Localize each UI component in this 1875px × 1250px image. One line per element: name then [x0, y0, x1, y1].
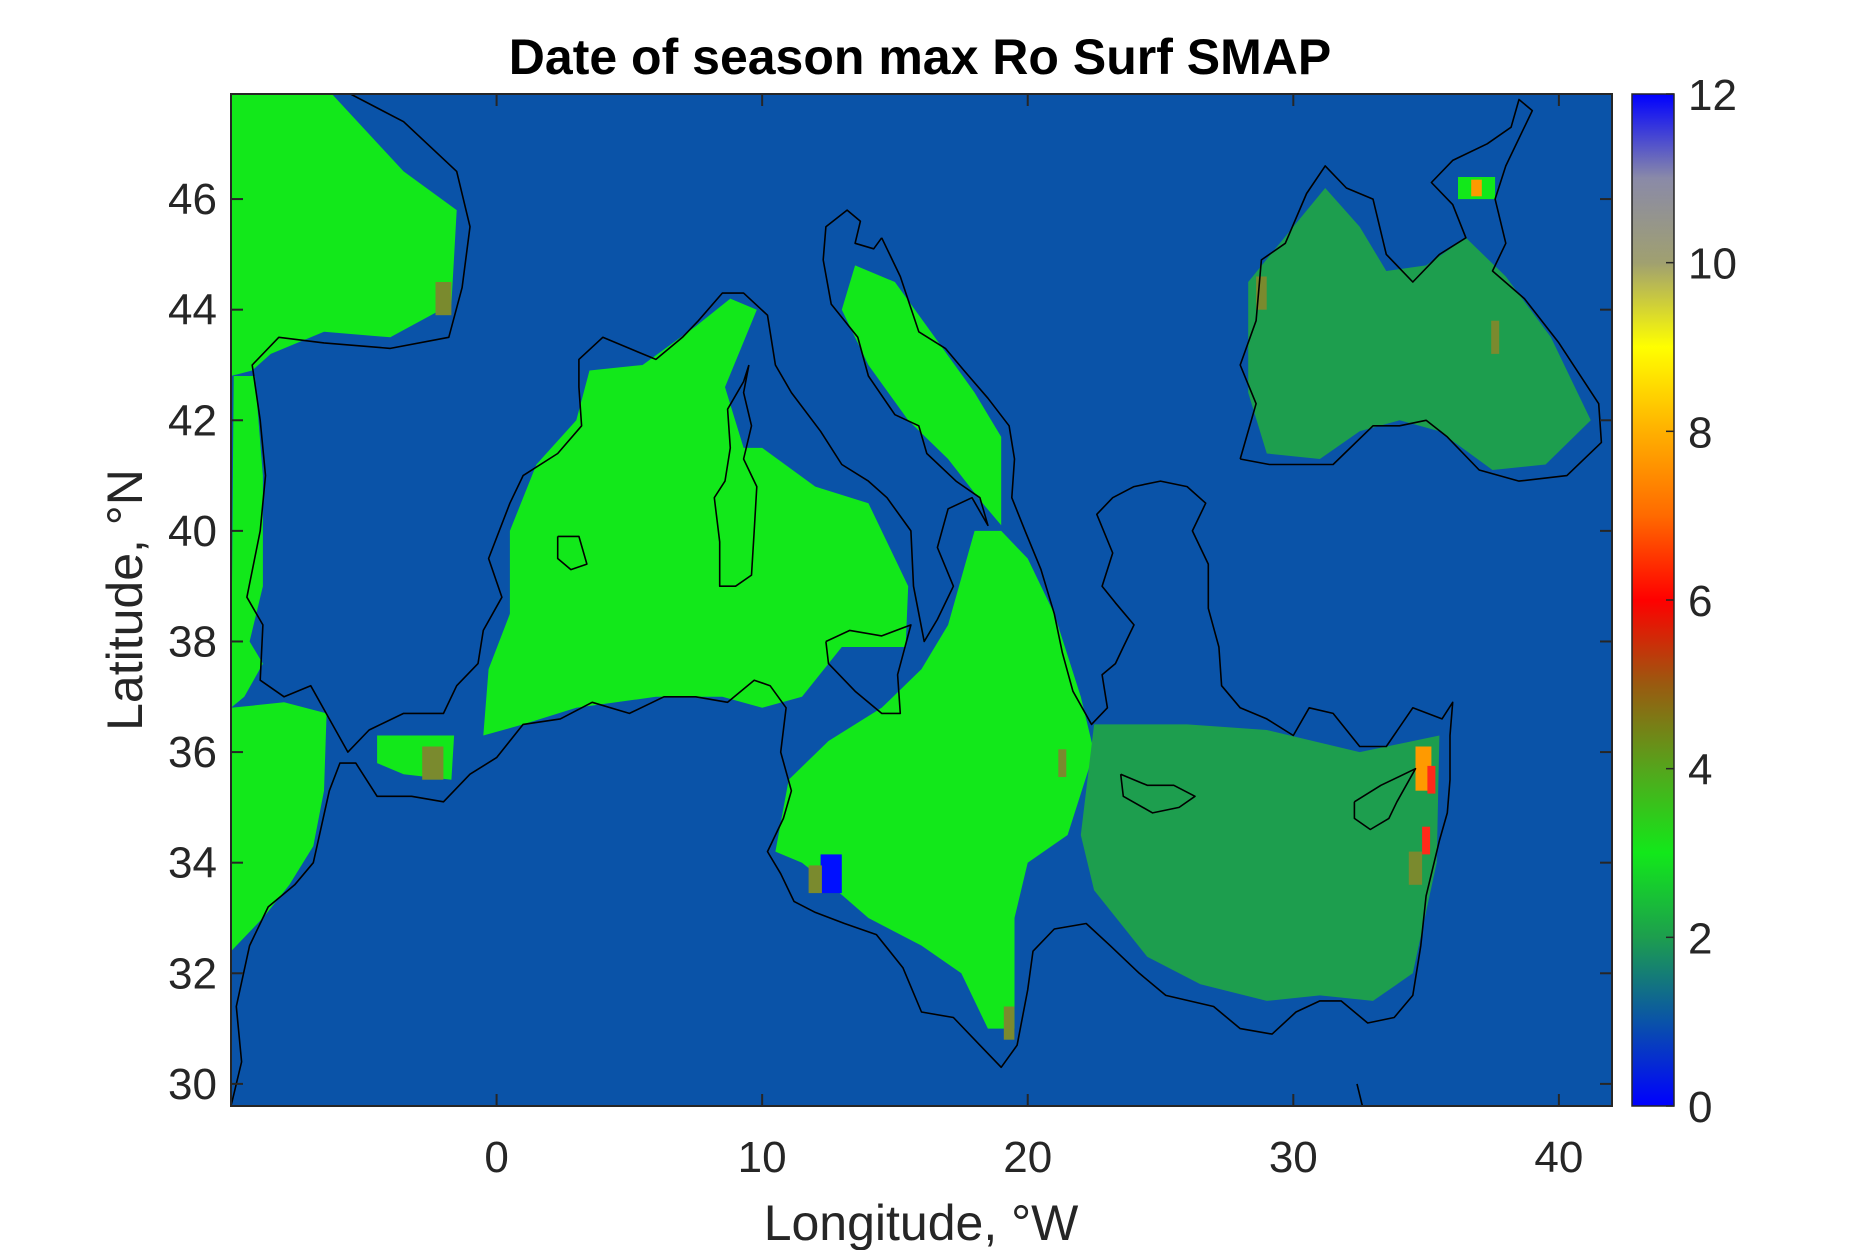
coast-balearics — [556, 535, 588, 571]
hotspot-spain-north — [435, 282, 452, 316]
x-tick-label: 30 — [1269, 1133, 1318, 1182]
hotspot-black-sea-west — [1256, 276, 1267, 310]
x-tick-label: 10 — [738, 1133, 787, 1182]
coast-cyprus — [1353, 767, 1417, 831]
coast-sardinia-corsica — [713, 364, 758, 588]
region-iberia-south-green — [231, 702, 327, 952]
coast-dalmatia-greece — [231, 237, 1454, 1106]
plot-frame — [230, 93, 1613, 1107]
hotspot-ionian — [1058, 749, 1067, 777]
x-axis-label: Longitude, °W — [764, 1195, 1079, 1250]
colorbar-ticks: 0 2 4 6 8 10 12 — [1666, 71, 1737, 1132]
y-axis: 30 32 34 36 38 40 42 44 46 — [168, 175, 1612, 1109]
hotspot-tunisia-olive — [808, 865, 822, 894]
x-axis: 0 10 20 30 40 — [484, 94, 1583, 1182]
map-title: Date of season max Ro Surf SMAP — [509, 29, 1331, 85]
coast-crete — [1119, 773, 1196, 814]
y-tick-label: 44 — [168, 286, 217, 335]
region-black-sea-green — [1248, 188, 1591, 470]
region-iberia-west-green — [231, 376, 263, 708]
y-tick-label: 38 — [168, 617, 217, 666]
y-tick-label: 42 — [168, 396, 217, 445]
y-tick-label: 32 — [168, 949, 217, 998]
y-tick-label: 46 — [168, 175, 217, 224]
colorbar-tick-label: 2 — [1688, 914, 1712, 963]
y-tick-label: 30 — [168, 1060, 217, 1109]
coast-sicily — [825, 624, 912, 715]
hotspot-levant-red-2 — [1422, 826, 1431, 855]
region-west-med-green — [483, 298, 909, 736]
hotspot-azov — [1471, 179, 1482, 197]
map-plot-area — [231, 94, 1612, 1106]
y-axis-label: Latitude, °N — [97, 469, 153, 731]
region-east-med-green — [1080, 724, 1440, 1001]
y-tick-label: 36 — [168, 728, 217, 777]
y-tick-label: 40 — [168, 507, 217, 556]
colorbar: 0 2 4 6 8 10 12 — [1631, 71, 1737, 1132]
hotspot-levant-olive — [1408, 851, 1423, 885]
colorbar-tick-label: 10 — [1688, 240, 1737, 289]
coast-red-sea — [1356, 1083, 1364, 1106]
colorbar-tick-label: 8 — [1688, 408, 1712, 457]
colorbar-tick-label: 4 — [1688, 746, 1712, 795]
hotspot-alboran — [422, 746, 444, 780]
x-tick-label: 0 — [484, 1133, 508, 1182]
hotspots-layer — [422, 179, 1500, 1040]
hotspot-black-sea-east — [1491, 320, 1500, 354]
coast-black-sea — [1239, 98, 1603, 482]
region-adriatic-green — [841, 265, 1002, 526]
hotspot-tunisia-blue — [820, 854, 842, 894]
regions-layer — [231, 94, 1591, 1029]
colorbar-tick-label: 12 — [1688, 71, 1737, 120]
y-tick-label: 34 — [168, 839, 217, 888]
hotspot-gulf-sidra — [1003, 1006, 1015, 1040]
hotspot-levant-red — [1427, 765, 1436, 794]
region-iberia-north-green — [231, 94, 457, 376]
x-tick-label: 40 — [1534, 1133, 1583, 1182]
region-central-med-green — [775, 530, 1095, 1029]
coast-iberia-france — [231, 94, 989, 753]
colorbar-tick-label: 0 — [1688, 1083, 1712, 1132]
x-tick-label: 20 — [1003, 1133, 1052, 1182]
coastline-layer — [231, 94, 1603, 1106]
colorbar-tick-label: 6 — [1688, 577, 1712, 626]
